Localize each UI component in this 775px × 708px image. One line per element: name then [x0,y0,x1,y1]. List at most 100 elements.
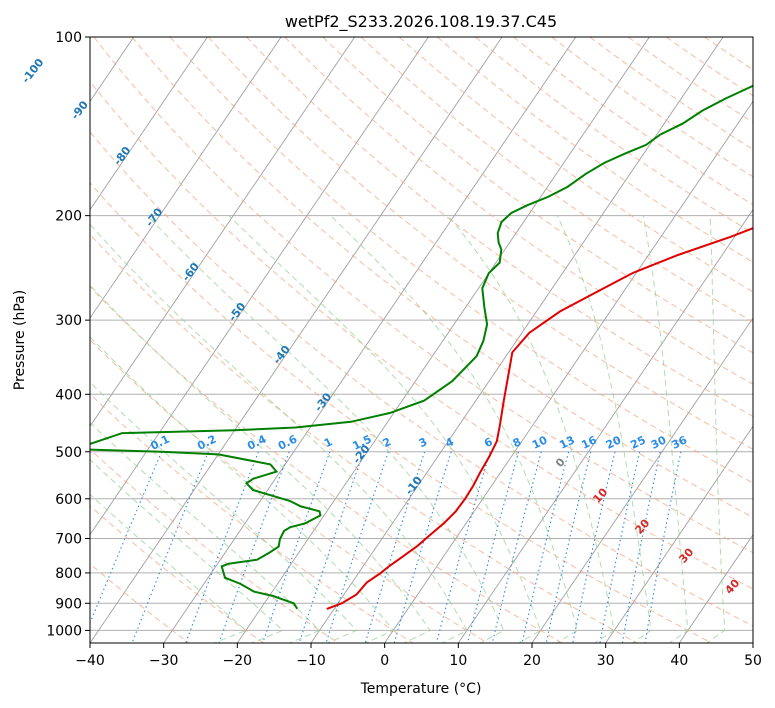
dry-adiabat-line [704,37,753,71]
mixing-ratio-label: 0.6 [276,432,300,452]
moist-adiabat-line [228,215,542,643]
mixing-ratio-label: 2 [381,435,394,450]
wetbulb-label: 0 [553,455,568,470]
isotherm-label: -80 [111,144,134,168]
mixing-ratio-line [298,451,365,643]
temperature-line [326,227,753,610]
moist-adiabat-line [330,215,578,643]
x-tick-label: −10 [296,653,326,669]
dry-adiabat-line [90,80,753,590]
mixing-ratio-label: 8 [511,435,524,450]
isotherm-line [90,37,503,643]
x-axis-label: Temperature (°C) [360,681,482,697]
x-tick-label: 40 [670,653,688,669]
mixing-ratio-line [621,451,661,643]
dry-adiabat-line [90,393,414,643]
isotherm-line [457,208,753,643]
x-tick-label: −20 [223,653,253,669]
mixing-ratio-line [435,451,491,643]
dry-adiabat-line [90,233,638,643]
isotherm-label: -100 [19,56,46,86]
mixing-ratio-label: 25 [628,433,647,451]
mixing-ratio-line [90,451,163,625]
isotherm-line [90,37,429,536]
mixing-ratio-line [393,451,452,643]
x-tick-label: −40 [75,653,105,669]
moist-adiabat-line [447,215,615,643]
wetbulb-label: 30 [676,545,696,565]
mixing-ratio-line [131,451,209,643]
y-tick-label: 800 [55,566,82,582]
dry-adiabat-line [322,37,753,354]
dry-adiabat-line [551,37,753,178]
wetbulb-label: 40 [722,576,742,596]
x-tick-label: 50 [744,653,762,669]
y-tick-label: 400 [55,387,82,403]
isotherm-label: -90 [69,98,92,122]
mixing-ratio-label: 0.4 [245,432,269,452]
mixing-ratio-label: 0.2 [195,433,218,453]
y-axis-label: Pressure (hPa) [12,290,28,390]
mixing-ratio-line [325,451,389,643]
mixing-ratio-label: 3 [417,435,430,450]
isotherm-line [384,100,753,643]
isotherm-line [163,37,577,643]
dry-adiabat-line [131,37,753,518]
y-tick-label: 600 [55,492,82,508]
mixing-ratio-line [572,451,616,643]
dry-adiabat-line [360,37,753,323]
mixing-ratio-label: 30 [649,433,669,452]
isotherm-label: -60 [180,260,203,284]
mixing-ratio-line [491,451,542,643]
moist-adiabat-line [90,421,321,643]
moist-adiabat-line [90,223,468,643]
y-tick-label: 200 [55,209,82,225]
mixing-ratio-label: 4 [443,435,456,450]
dry-adiabat-line [169,37,753,484]
dry-adiabat-line [398,37,753,293]
isotherm-label: -40 [271,343,294,367]
dry-adiabat-line [436,37,753,263]
dry-adiabat-line [90,505,264,643]
x-tick-label: 10 [449,653,467,669]
wetbulb-label: 20 [632,516,652,536]
isotherm-label: -70 [143,205,166,229]
y-tick-label: 700 [55,532,82,548]
moist-adiabat-line [90,493,247,643]
isotherm-label: -10 [403,474,426,498]
mixing-ratio-line [466,451,520,643]
moist-adiabat-line [147,215,505,643]
dry-adiabat-line [90,285,563,643]
mixing-ratio-label: 10 [530,433,550,452]
dry-adiabat-line [90,448,339,643]
moist-adiabat-line [90,381,358,643]
isotherm-line [678,533,753,643]
x-tick-label: 30 [597,653,615,669]
isotherm-line [0,37,60,643]
mixing-ratio-label: 13 [557,433,576,451]
moist-adiabat-line [705,215,726,643]
isotherm-line [90,37,356,428]
x-tick-label: 0 [380,653,389,669]
dry-adiabat-line [93,37,753,554]
dry-adiabat-line [90,182,712,643]
wetbulb-label: 10 [590,485,610,505]
background-lines [0,37,753,643]
mixing-ratio-label: 1 [322,435,335,450]
moist-adiabat-line [90,284,431,643]
moist-adiabat-line [556,215,652,643]
y-tick-label: 300 [55,313,82,329]
y-tick-label: 1000 [46,623,82,639]
mixing-ratio-label: 16 [579,433,599,452]
y-tick-label: 500 [55,445,82,461]
axes: −40 −30 −20 −10 0 10 20 30 40 5010020030040050060… [46,30,762,669]
dry-adiabat-line [90,563,190,643]
moist-adiabat-line [642,215,689,643]
mixing-ratio-line [521,451,570,643]
x-tick-label: 20 [523,653,541,669]
mixing-ratio-label: 0.1 [148,433,171,453]
mixing-ratio-label: 36 [670,433,690,452]
isotherm-line [605,425,753,643]
dry-adiabat-line [208,37,753,450]
chart-title: wetPf2_S233.2026.108.19.37.C45 [285,12,557,32]
